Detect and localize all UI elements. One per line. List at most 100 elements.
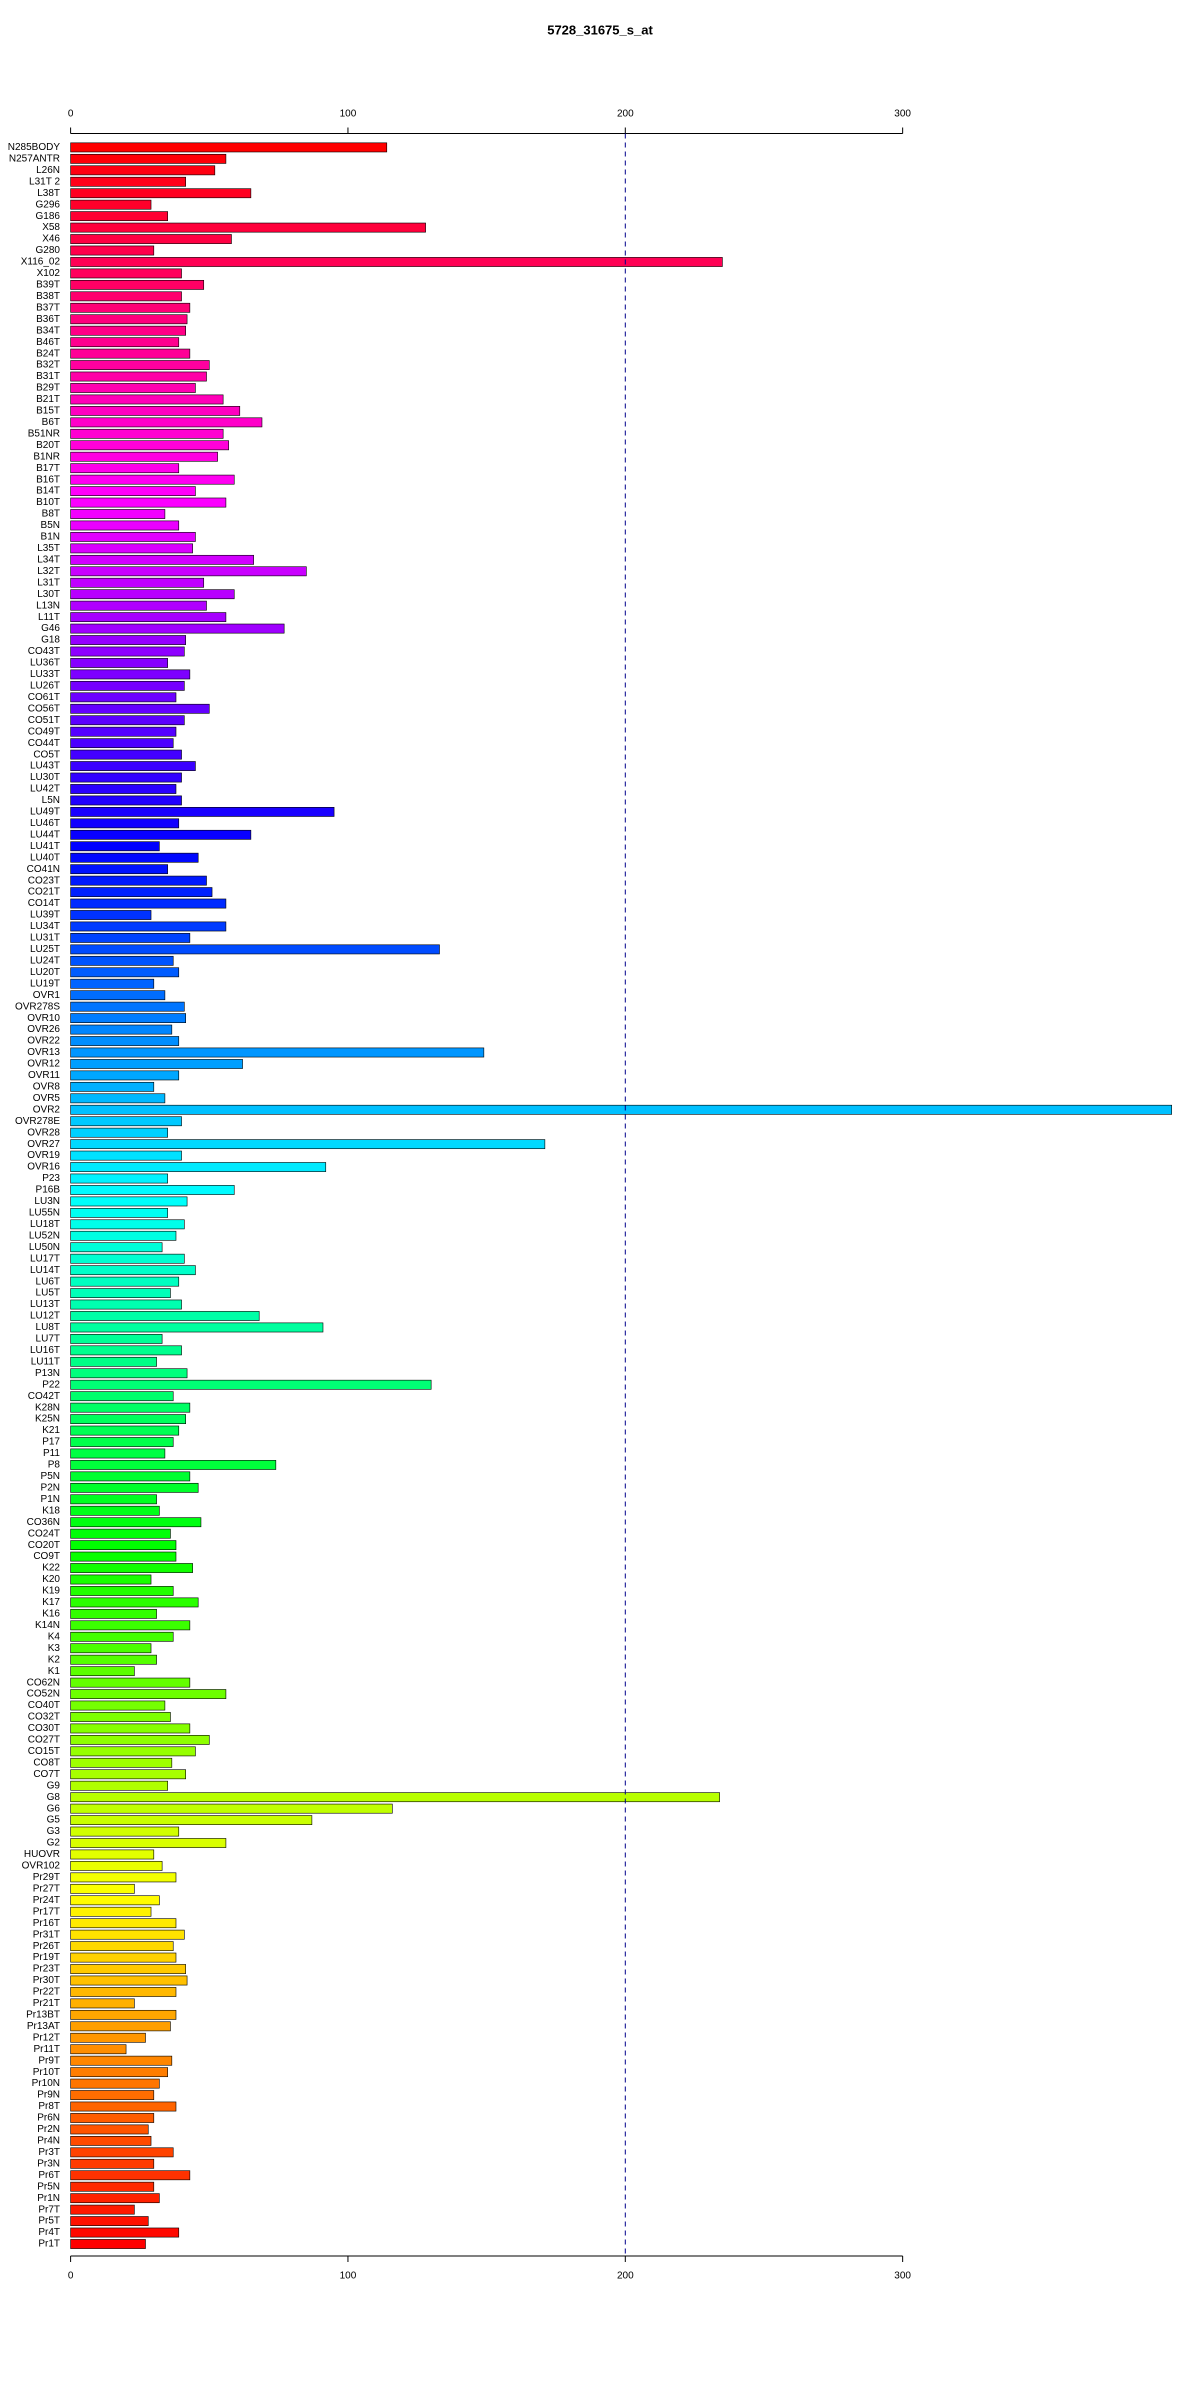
category-label: LU11T [31,1356,60,1367]
bar [70,1013,187,1024]
category-label: N285BODY [8,142,61,153]
category-label: Pr8T [38,2101,60,2112]
bar [70,2009,177,2020]
category-label: CO41N [27,864,60,875]
category-label: OVR10 [27,1013,60,1024]
category-label: Pr3N [37,2158,60,2169]
bar [70,257,723,267]
bar [70,1127,168,1138]
category-label: B31T [36,371,60,382]
bar [70,1242,163,1253]
category-label: Pr12T [33,2032,60,2043]
category-label: Pr6N [37,2113,60,2124]
bar [70,1895,160,1906]
category-label: B14T [36,486,60,497]
category-label: B20T [36,440,60,451]
bar [70,394,224,405]
category-label: OVR102 [22,1861,61,1872]
bar [70,1379,432,1390]
bar [70,2227,180,2238]
bar [70,1460,277,1470]
category-label: K17 [42,1597,60,1608]
category-label: LU17T [30,1253,60,1264]
category-label: OVR5 [33,1093,61,1104]
category-label: B21T [36,394,60,405]
category-label: OVR278S [15,1001,60,1012]
bar [70,234,232,244]
bar [70,658,168,668]
category-label: G280 [36,245,61,256]
category-label: LU33T [30,669,60,680]
bar [70,1253,185,1264]
bar [70,1345,182,1356]
bar [70,944,440,955]
category-label: L5N [42,795,60,806]
bar [70,2044,127,2055]
bar [70,1643,152,1654]
bar [70,841,160,852]
bar [70,509,166,519]
bar [70,1299,182,1310]
bar [70,1746,196,1757]
category-label: B24T [36,348,60,359]
bar [70,1162,327,1172]
bar [70,291,182,302]
bar [70,2136,152,2146]
bar [70,325,187,336]
category-label: LU3N [34,1196,60,1207]
bar [70,451,218,462]
category-label: P17 [42,1437,60,1448]
bar [70,1322,324,1333]
category-label: CO42T [28,1391,60,1402]
bar [70,1139,546,1150]
category-label: CO9T [33,1551,60,1562]
category-label: CO32T [28,1712,60,1723]
bar [70,222,426,233]
category-label: Pr7T [38,2204,60,2215]
category-label: CO51T [28,715,60,726]
category-label: OVR1 [33,990,61,1001]
category-label: P13N [35,1368,60,1379]
x-tick-label: 100 [340,2270,357,2281]
bar [70,520,180,531]
category-label: L32T [37,566,60,577]
bar [70,2067,168,2078]
bar [70,1712,171,1722]
category-label: P11 [43,1448,60,1459]
bar [70,428,224,439]
bar [70,2113,155,2123]
bar [70,577,205,588]
bar [70,302,191,313]
category-label: B34T [36,325,60,336]
bar [70,1059,243,1069]
bar [70,1402,191,1413]
category-label: CO49T [28,726,60,737]
category-label: L31T 2 [29,176,60,187]
category-label: P8 [48,1460,61,1471]
category-label: Pr16T [33,1918,60,1929]
bar [70,554,254,565]
category-label: B38T [36,291,60,302]
category-label: G296 [36,199,61,210]
category-label: L26N [36,165,60,176]
category-label: LU36T [30,658,60,669]
bar [70,635,187,645]
category-label: K22 [42,1563,60,1574]
category-label: X46 [42,234,60,245]
category-label: CO15T [28,1746,60,1757]
bar [70,1780,168,1791]
bar [70,337,180,348]
category-label: Pr9T [38,2055,60,2066]
category-label: CO27T [28,1735,60,1746]
bar [70,1838,227,1848]
bar [70,543,193,554]
x-tick-label: 0 [68,2270,74,2281]
category-label: Pr19T [33,1952,60,1963]
bar [70,1093,166,1104]
bar [70,1586,174,1596]
bar [70,1620,191,1631]
category-label: OVR26 [27,1024,60,1035]
category-label: G186 [36,211,61,222]
bar [70,933,191,943]
